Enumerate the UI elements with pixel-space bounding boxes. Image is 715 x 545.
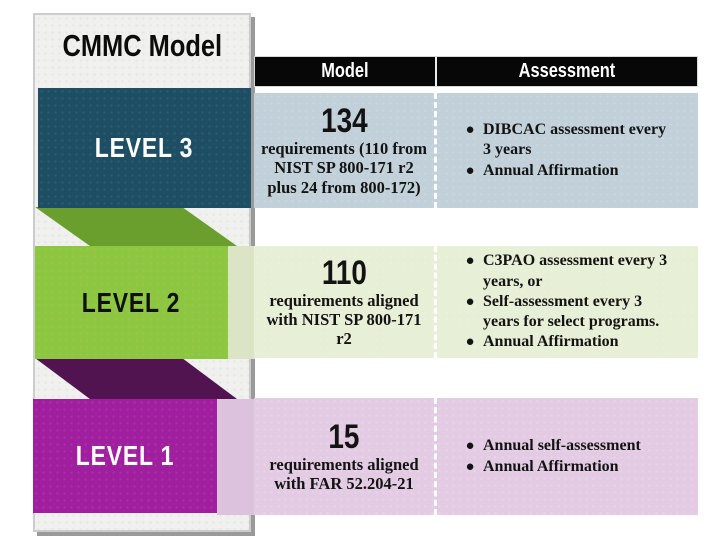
column-divider xyxy=(434,246,437,358)
header-model-text: Model xyxy=(321,60,369,82)
bullet-text: Self-assessment every 3 years for select… xyxy=(483,292,660,331)
level2-row-tail xyxy=(228,246,255,359)
level1-label: LEVEL 1 xyxy=(75,440,175,471)
level1-model-cell: 15 requirements aligned with FAR 52.204-… xyxy=(254,398,434,515)
level2-box: LEVEL 2 xyxy=(35,246,228,359)
bullet-text: C3PAO assessment every 3 years, or xyxy=(483,252,668,290)
level2-requirement-count: 110 xyxy=(321,253,367,292)
table-row-level2: 110 requirements aligned with NIST SP 80… xyxy=(254,246,698,358)
level3-assessment-cell: ● DIBCAC assessment every 3 years ● Annu… xyxy=(437,93,698,208)
level1-requirement-count: 15 xyxy=(328,417,360,456)
level2-label: LEVEL 2 xyxy=(82,286,181,318)
bullet-icon: ● xyxy=(465,458,475,475)
bullet-text: Annual Affirmation xyxy=(483,161,619,179)
header-assessment: Assessment xyxy=(437,57,697,86)
list-item: ● DIBCAC assessment every 3 years xyxy=(457,120,674,161)
header-model: Model xyxy=(255,57,435,86)
list-item: ● Annual Affirmation xyxy=(457,332,674,352)
level1-row-tail xyxy=(217,399,255,515)
column-divider xyxy=(434,398,437,515)
bullet-text: Annual Affirmation xyxy=(483,457,619,475)
bullet-icon: ● xyxy=(465,253,475,270)
table-row-level1: 15 requirements aligned with FAR 52.204-… xyxy=(254,398,698,515)
level1-assessment-cell: ● Annual self-assessment ● Annual Affirm… xyxy=(437,398,698,515)
list-item: ● C3PAO assessment every 3 years, or xyxy=(457,251,674,292)
table-row-level3: 134 requirements (110 from NIST SP 800-1… xyxy=(254,93,698,208)
level1-box: LEVEL 1 xyxy=(33,399,217,513)
bullet-icon: ● xyxy=(465,334,475,351)
level3-label: LEVEL 3 xyxy=(95,132,194,163)
header-divider xyxy=(435,57,437,86)
bullet-icon: ● xyxy=(465,122,475,139)
list-item: ● Annual Affirmation xyxy=(457,161,674,181)
level2-model-description: requirements aligned with NIST SP 800-17… xyxy=(266,290,422,349)
list-item: ● Annual self-assessment xyxy=(457,436,674,456)
level1-model-description: requirements aligned with FAR 52.204-21 xyxy=(269,454,419,493)
bullet-text: Annual Affirmation xyxy=(483,333,619,351)
table-header: Model Assessment xyxy=(254,56,698,87)
bullet-text: DIBCAC assessment every 3 years xyxy=(483,121,667,159)
list-item: ● Self-assessment every 3 years for sele… xyxy=(457,292,674,333)
page-title: CMMC Model xyxy=(33,26,251,66)
level3-box: LEVEL 3 xyxy=(38,88,251,208)
level2-model-cell: 110 requirements aligned with NIST SP 80… xyxy=(254,246,434,358)
level2-assessment-cell: ● C3PAO assessment every 3 years, or ● S… xyxy=(437,246,698,358)
level3-model-description: requirements (110 from NIST SP 800-171 r… xyxy=(261,139,427,197)
list-item: ● Annual Affirmation xyxy=(457,457,674,477)
bullet-text: Annual self-assessment xyxy=(483,437,641,455)
bullet-icon: ● xyxy=(465,162,475,179)
header-assessment-text: Assessment xyxy=(518,60,616,82)
bullet-icon: ● xyxy=(465,438,475,455)
level3-model-cell: 134 requirements (110 from NIST SP 800-1… xyxy=(254,93,434,208)
column-divider xyxy=(434,93,437,208)
page-title-text: CMMC Model xyxy=(62,28,222,63)
level3-requirement-count: 134 xyxy=(320,102,368,141)
bullet-icon: ● xyxy=(465,293,475,310)
